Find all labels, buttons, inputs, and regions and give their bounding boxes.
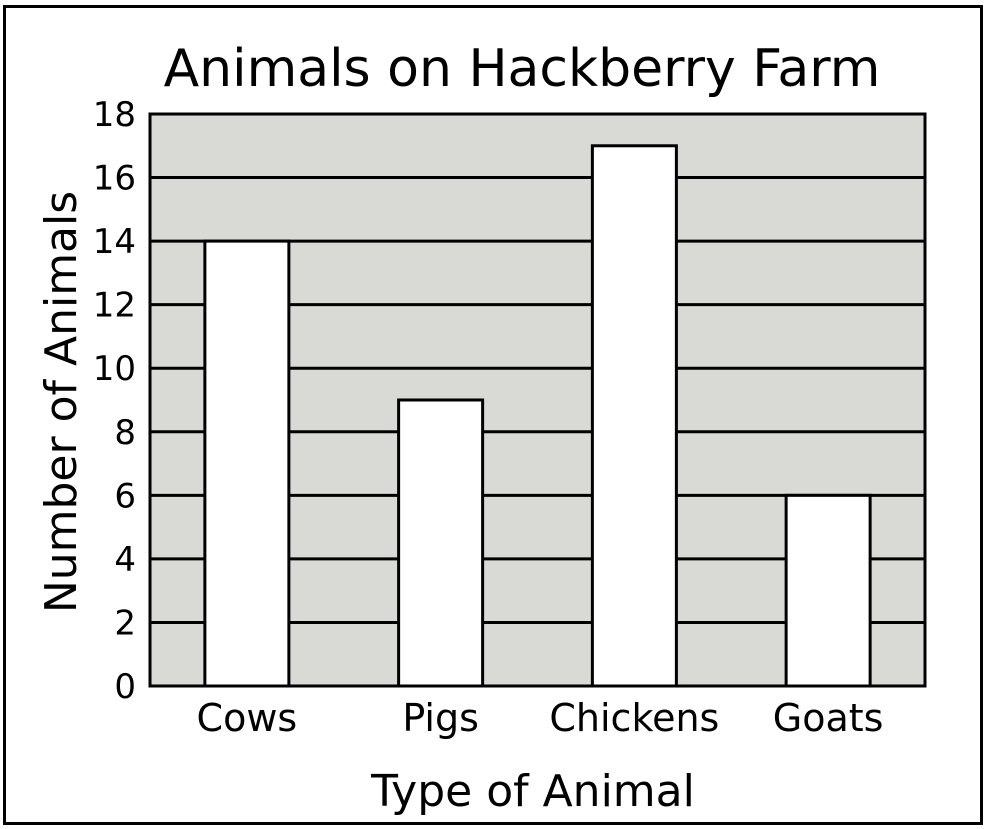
- y-tick-label: 0: [114, 667, 136, 707]
- y-tick-label: 18: [93, 95, 136, 135]
- y-tick-label: 8: [114, 413, 136, 453]
- y-axis-label: Number of Animals: [36, 191, 87, 613]
- bar-chickens: [590, 144, 678, 688]
- y-tick-label: 2: [114, 603, 136, 643]
- bar-goats: [784, 493, 872, 688]
- y-tick-label: 6: [114, 476, 136, 516]
- plot-border: [148, 112, 927, 688]
- x-tick-label: Cows: [197, 696, 298, 740]
- bar-pigs: [397, 398, 485, 688]
- x-tick-label: Chickens: [549, 696, 719, 740]
- chart-title: Animals on Hackberry Farm: [164, 39, 881, 99]
- x-tick-label: Pigs: [402, 696, 479, 740]
- y-tick-label: 12: [93, 286, 136, 326]
- y-tick-label: 10: [93, 349, 136, 389]
- y-tick-label: 16: [93, 159, 136, 199]
- y-tick-label: 14: [93, 222, 136, 262]
- x-tick-label: Goats: [773, 696, 884, 740]
- bar-cows: [203, 239, 291, 688]
- y-tick-label: 4: [114, 540, 136, 580]
- x-axis-label: Type of Animal: [370, 766, 695, 817]
